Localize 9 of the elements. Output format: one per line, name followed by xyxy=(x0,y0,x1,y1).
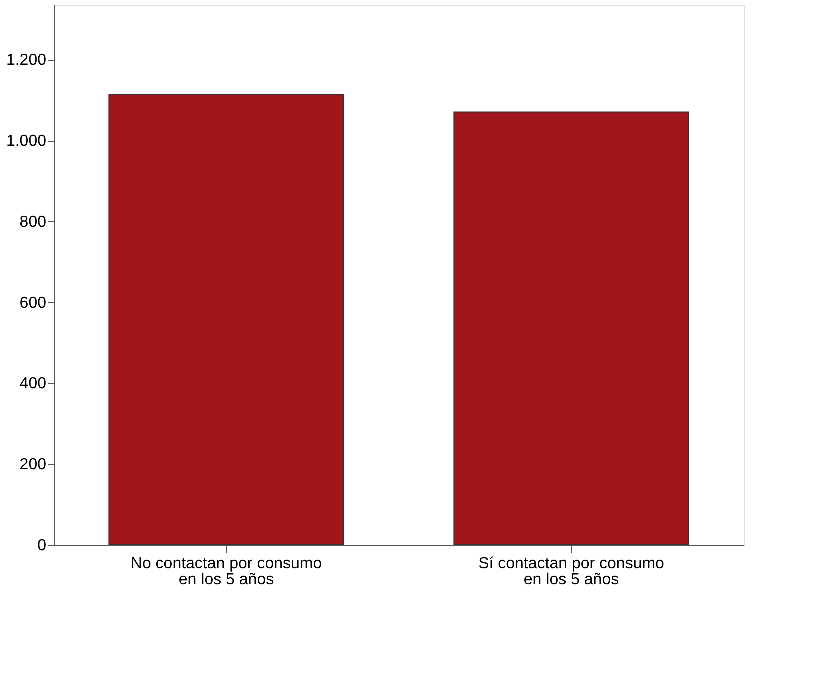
y-tick-label: 1.200 xyxy=(6,52,47,70)
x-tick-label: Sí contactan por consumo en los 5 años xyxy=(478,556,665,588)
x-tick-label: No contactan por consumo en los 5 años xyxy=(130,556,322,588)
y-tick-label: 1.000 xyxy=(6,133,47,150)
y-tick-label: 800 xyxy=(20,214,47,231)
y-tick-label: 400 xyxy=(20,376,47,393)
y-tick-label: 0 xyxy=(38,538,47,554)
y-tick-label: 600 xyxy=(20,294,47,312)
y-tick-label: 200 xyxy=(20,456,47,474)
